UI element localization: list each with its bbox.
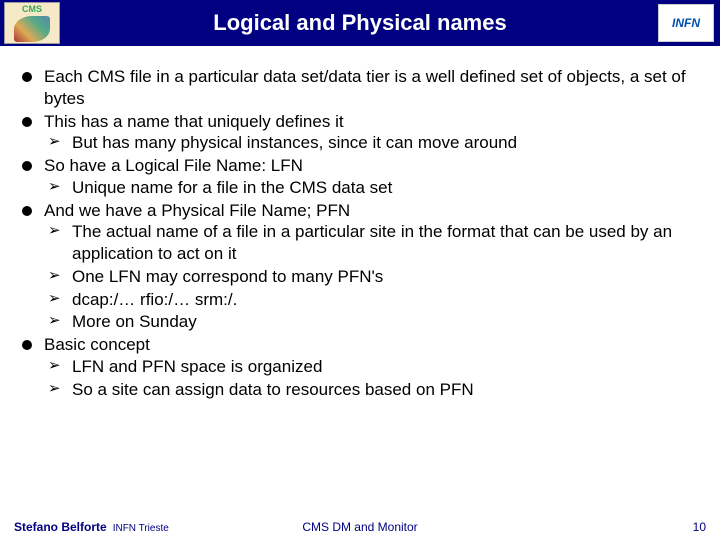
footer-page-number: 10 [693,520,706,534]
bullet-item: Each CMS file in a particular data set/d… [18,66,702,110]
sub-bullet-text: More on Sunday [72,312,197,331]
footer-author: Stefano Belforte [14,520,107,534]
sub-bullet-list: But has many physical instances, since i… [44,132,702,154]
bullet-text: Basic concept [44,335,150,354]
sub-bullet-item: LFN and PFN space is organized [44,356,702,378]
bullet-text: And we have a Physical File Name; PFN [44,201,350,220]
bullet-item: This has a name that uniquely defines it… [18,111,702,155]
sub-bullet-item: One LFN may correspond to many PFN's [44,266,702,288]
sub-bullet-item: The actual name of a file in a particula… [44,221,702,265]
sub-bullet-item: More on Sunday [44,311,702,333]
sub-bullet-item: Unique name for a file in the CMS data s… [44,177,702,199]
slide-body: Each CMS file in a particular data set/d… [0,46,720,400]
sub-bullet-list: The actual name of a file in a particula… [44,221,702,333]
cms-detector-icon [14,16,50,42]
sub-bullet-item: So a site can assign data to resources b… [44,379,702,401]
sub-bullet-text: One LFN may correspond to many PFN's [72,267,383,286]
footer-affiliation: INFN Trieste [113,523,169,534]
bullet-item: And we have a Physical File Name; PFN Th… [18,200,702,334]
sub-bullet-text: But has many physical instances, since i… [72,133,517,152]
footer-center: CMS DM and Monitor [302,520,417,534]
cms-logo-label: CMS [22,4,42,14]
bullet-text: This has a name that uniquely defines it [44,112,344,131]
sub-bullet-list: LFN and PFN space is organized So a site… [44,356,702,401]
sub-bullet-text: So a site can assign data to resources b… [72,380,474,399]
sub-bullet-text: LFN and PFN space is organized [72,357,322,376]
sub-bullet-list: Unique name for a file in the CMS data s… [44,177,702,199]
infn-logo: INFN [658,4,714,42]
bullet-list: Each CMS file in a particular data set/d… [18,66,702,400]
bullet-item: So have a Logical File Name: LFN Unique … [18,155,702,199]
infn-logo-label: INFN [672,16,700,30]
bullet-item: Basic concept LFN and PFN space is organ… [18,334,702,400]
bullet-text: So have a Logical File Name: LFN [44,156,303,175]
slide-title: Logical and Physical names [213,10,506,36]
bullet-text: Each CMS file in a particular data set/d… [44,67,686,108]
cms-logo: CMS [4,2,60,44]
sub-bullet-text: Unique name for a file in the CMS data s… [72,178,392,197]
sub-bullet-text: The actual name of a file in a particula… [72,222,672,263]
sub-bullet-item: dcap:/… rfio:/… srm:/. [44,289,702,311]
sub-bullet-text: dcap:/… rfio:/… srm:/. [72,290,237,309]
slide-footer: Stefano Belforte INFN Trieste CMS DM and… [0,520,720,534]
sub-bullet-item: But has many physical instances, since i… [44,132,702,154]
slide-header: CMS Logical and Physical names INFN [0,0,720,46]
